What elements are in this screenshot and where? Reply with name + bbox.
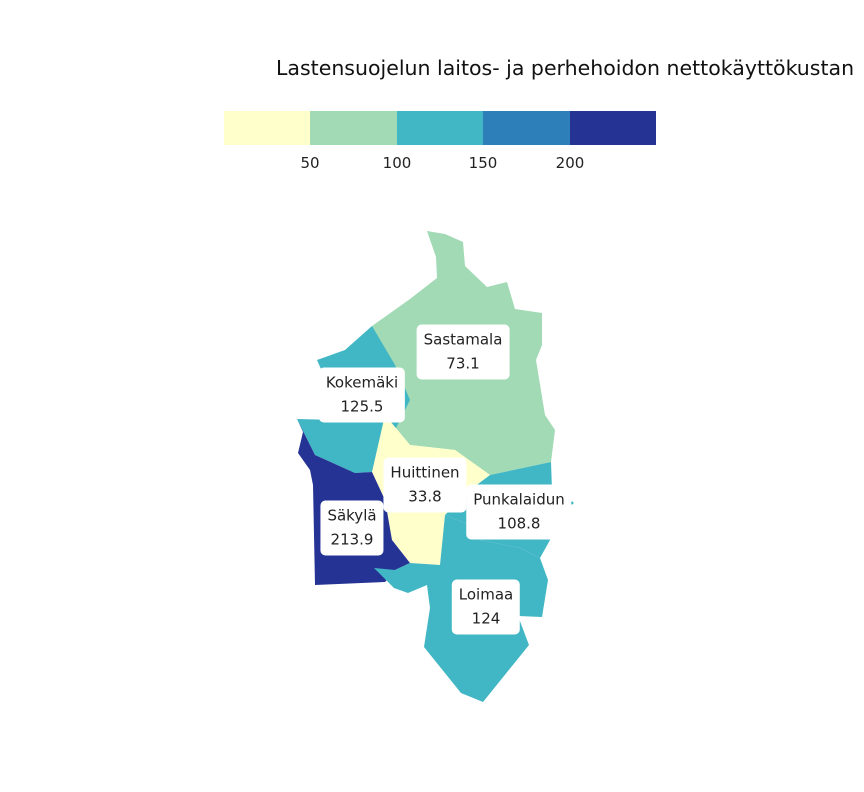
label-sakyla-name: Säkylä xyxy=(327,506,377,525)
label-loimaa-name: Loimaa xyxy=(458,585,514,604)
legend-tick-200: 200 xyxy=(555,154,585,172)
chart-title: Lastensuojelun laitos- ja perhehoidon ne… xyxy=(276,56,855,80)
legend-tick-150: 150 xyxy=(468,154,498,172)
label-sastamala: Sastamala 73.1 xyxy=(416,324,510,380)
legend-tick-50: 50 xyxy=(300,154,320,172)
label-kokemaki-value: 125.5 xyxy=(340,397,384,416)
label-huittinen-value: 33.8 xyxy=(408,487,442,506)
label-huittinen: Huittinen 33.8 xyxy=(383,457,467,513)
legend-tick-100: 100 xyxy=(382,154,412,172)
label-loimaa: Loimaa 124 xyxy=(451,579,521,635)
legend-swatch-3 xyxy=(396,111,484,145)
legend-swatch-2 xyxy=(310,111,397,145)
color-legend xyxy=(224,111,656,147)
label-kokemaki-name: Kokemäki xyxy=(325,373,399,392)
label-sakyla: Säkylä 213.9 xyxy=(320,500,384,556)
label-punkalaidun-value: 108.8 xyxy=(497,514,541,533)
label-huittinen-name: Huittinen xyxy=(390,463,460,482)
label-sastamala-name: Sastamala xyxy=(423,330,503,349)
label-kokemaki: Kokemäki 125.5 xyxy=(318,367,406,423)
legend-swatch-1 xyxy=(224,111,311,145)
legend-swatch-5 xyxy=(569,111,656,145)
label-punkalaidun: Punkalaidun 108.8 xyxy=(466,484,572,540)
label-loimaa-value: 124 xyxy=(471,609,501,628)
label-sastamala-value: 73.1 xyxy=(446,354,480,373)
label-sakyla-value: 213.9 xyxy=(330,530,374,549)
legend-swatch-4 xyxy=(483,111,570,145)
label-punkalaidun-name: Punkalaidun xyxy=(473,490,565,509)
